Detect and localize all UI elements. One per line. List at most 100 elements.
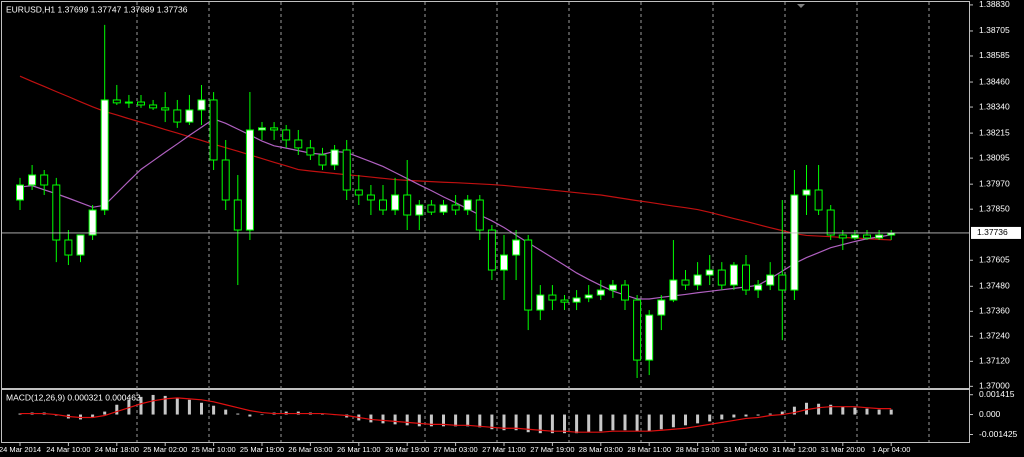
candle-body: [705, 269, 714, 276]
macd-bar: [817, 403, 821, 415]
macd-bar: [91, 414, 95, 418]
macd-bar: [212, 405, 216, 415]
macd-bar: [163, 395, 167, 415]
candle-body: [584, 294, 593, 299]
candle-body: [197, 99, 206, 111]
macd-bar: [696, 414, 700, 424]
candle-body: [512, 239, 521, 256]
macd-bar: [575, 414, 579, 434]
macd-bar: [103, 411, 107, 415]
candle-body: [826, 209, 835, 236]
y-tick-label: 1.38340: [979, 101, 1010, 111]
candle-body: [221, 159, 230, 201]
y-tick-label: 0.001415: [979, 389, 1015, 399]
macd-bar: [248, 414, 252, 417]
macd-bar: [490, 414, 494, 430]
candle-body: [717, 269, 726, 286]
x-tick-label: 31 Mar 12:00: [772, 445, 816, 454]
macd-bar: [780, 411, 784, 415]
candle-body: [500, 254, 508, 271]
candle-body: [754, 284, 763, 291]
y-tick-label: 1.37120: [979, 356, 1010, 366]
candle-body: [536, 294, 545, 311]
candle-body: [693, 274, 702, 286]
macd-bar: [768, 413, 772, 415]
candle-body: [318, 154, 327, 166]
x-tick-label: 26 Mar 11:00: [337, 445, 381, 454]
candle-body: [258, 127, 266, 131]
macd-bar: [393, 414, 397, 425]
x-tick-label: 25 Mar 02:00: [143, 445, 187, 454]
y-tick-label: 1.37850: [979, 203, 1010, 213]
candle-body: [161, 107, 170, 111]
x-tick-label: 1 Apr 04:00: [872, 445, 910, 454]
macd-title: MACD(12,26,9) 0.000321 0.000463: [6, 392, 141, 402]
macd-bar: [829, 404, 833, 415]
candle-body: [124, 101, 133, 104]
candle-body: [681, 279, 690, 286]
macd-bar: [671, 414, 675, 428]
macd-bar: [841, 406, 845, 415]
candle-body: [645, 314, 654, 361]
x-tick-label: 27 Mar 19:00: [530, 445, 574, 454]
macd-bar: [732, 414, 736, 418]
x-tick-label: 27 Mar 11:00: [482, 445, 526, 454]
candle-body: [778, 274, 787, 291]
candle-body: [403, 194, 412, 216]
y-tick-label: 1.37240: [979, 331, 1010, 341]
shift-marker: [797, 4, 805, 8]
macd-bar: [805, 402, 808, 415]
current-price-label: 1.37736: [977, 227, 1008, 237]
candle-body: [608, 284, 617, 291]
macd-bar: [115, 404, 119, 415]
macd-bar: [853, 407, 857, 415]
candle-body: [463, 199, 472, 211]
macd-bar: [708, 414, 712, 422]
candle-body: [657, 299, 666, 316]
candle-body: [814, 189, 823, 211]
macd-bar: [478, 414, 482, 428]
macd-bar: [236, 413, 240, 415]
candle-body: [173, 109, 182, 123]
candle-body: [621, 284, 629, 301]
candle-body: [863, 234, 871, 239]
candle-body: [850, 234, 859, 239]
candle-body: [790, 194, 799, 291]
macd-bar: [889, 409, 893, 415]
candle-body: [439, 204, 448, 213]
macd-bar: [647, 414, 651, 432]
x-tick-label: 31 Mar 04:00: [724, 445, 768, 454]
candle-body: [802, 189, 811, 196]
candle-body: [76, 234, 85, 256]
candle-body: [270, 127, 279, 131]
y-tick-label: 1.38585: [979, 50, 1010, 60]
x-tick-label: 25 Mar 10:00: [191, 445, 235, 454]
x-tick-label: 26 Mar 03:00: [288, 445, 332, 454]
y-tick-label: 1.38830: [979, 0, 1010, 9]
y-tick-label: 1.38215: [979, 127, 1010, 137]
candle-body: [487, 229, 496, 271]
y-tick-label: 1.37360: [979, 306, 1010, 316]
y-tick-label: 1.38460: [979, 76, 1010, 86]
candle-body: [451, 204, 460, 211]
macd-bar: [405, 414, 409, 426]
macd-bar: [151, 394, 155, 415]
x-tick-label: 24 Mar 10:00: [46, 445, 90, 454]
x-tick-label: 24 Mar 18:00: [95, 445, 139, 454]
candle-body: [633, 299, 642, 361]
current-price-box: [971, 226, 1021, 239]
candle-body: [245, 129, 254, 231]
candle-body: [729, 264, 738, 286]
macd-bar: [684, 414, 687, 426]
x-tick-label: 27 Mar 03:00: [433, 445, 477, 454]
chart-title: EURUSD,H1 1.37699 1.37747 1.37689 1.3773…: [6, 4, 188, 14]
x-tick-label: 28 Mar 11:00: [627, 445, 671, 454]
macd-bar: [550, 414, 554, 434]
y-tick-label: -0.001425: [979, 429, 1018, 439]
candle-body: [185, 109, 194, 123]
candle-body: [16, 184, 24, 201]
macd-bar: [538, 414, 542, 434]
candle-body: [742, 264, 750, 291]
candle-body: [391, 194, 400, 211]
y-tick-label: 1.37970: [979, 178, 1010, 188]
